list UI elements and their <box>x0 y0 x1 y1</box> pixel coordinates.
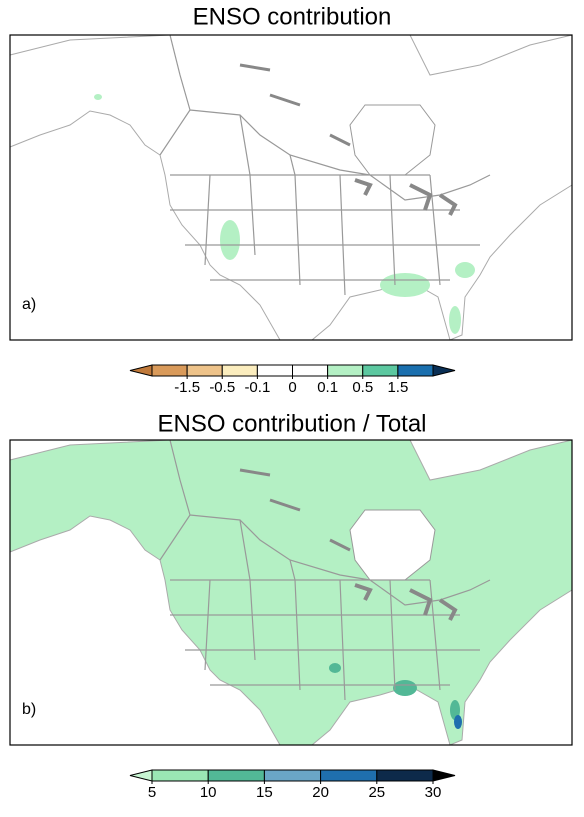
colorbar-box <box>263 769 322 782</box>
colorbar-tick-label: 25 <box>368 784 385 801</box>
colorbar-box <box>292 364 329 377</box>
colorbar-box <box>221 364 258 377</box>
colorbar: -1.5 -0.5 -0.1 0 0.1 0.5 1.5 <box>129 364 456 396</box>
colorbar-box <box>207 769 265 782</box>
colorbar-tick-label: 5 <box>148 784 156 801</box>
map-a: a) <box>9 33 573 341</box>
panel-title: ENSO contribution <box>193 3 392 30</box>
colorbar-tick-label: -0.1 <box>244 379 270 396</box>
colorbar-end <box>129 364 153 377</box>
colorbar-tick-label: 0.1 <box>317 379 338 396</box>
colorbar-box <box>397 364 434 377</box>
colorbar-tick-label: 30 <box>425 784 442 801</box>
colorbar-box <box>186 364 223 377</box>
colorbar-box <box>151 769 209 782</box>
colorbar-end <box>432 769 456 782</box>
colorbar-box <box>362 364 399 377</box>
colorbar-tick-label: 1.5 <box>387 379 408 396</box>
colorbar-box <box>151 364 188 377</box>
colorbar-tick-label: -1.5 <box>174 379 200 396</box>
colorbar-end <box>432 364 456 377</box>
colorbar: 5 10 15 20 25 30 <box>129 769 456 801</box>
patches <box>94 94 475 334</box>
colorbar-tick-label: 0.5 <box>352 379 373 396</box>
panel-label: a) <box>22 296 36 313</box>
colorbar-tick-label: 15 <box>256 784 273 801</box>
panel-title: ENSO contribution / Total <box>157 410 426 437</box>
colorbar-tick-label: 10 <box>200 784 217 801</box>
colorbar-end <box>129 769 153 782</box>
panel-label: b) <box>22 701 36 718</box>
map-b: b) <box>9 438 573 746</box>
colorbar-tick-label: 0 <box>288 379 296 396</box>
colorbar-box <box>376 769 434 782</box>
patches <box>329 663 460 720</box>
colorbar-tick-label: 20 <box>312 784 329 801</box>
colorbar-tick-label: -0.5 <box>209 379 235 396</box>
colorbar-box <box>320 769 378 782</box>
colorbar-box <box>327 364 364 377</box>
colorbar-box <box>256 364 293 377</box>
